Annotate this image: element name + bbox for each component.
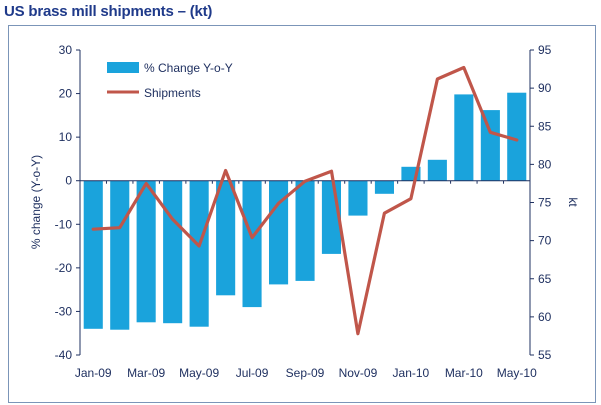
y-left-tick-label: 10 bbox=[59, 130, 73, 144]
legend-label-line: Shipments bbox=[144, 86, 201, 100]
bar-Feb-10 bbox=[427, 159, 447, 181]
bar-Feb-09 bbox=[110, 180, 130, 330]
legend-label-bars: % Change Y-o-Y bbox=[144, 61, 233, 75]
y-left-tick-label: -20 bbox=[55, 261, 73, 275]
y-left-tick-label: -30 bbox=[55, 304, 73, 318]
y-left-tick-label: 30 bbox=[59, 43, 73, 57]
y-right-axis-title: kt bbox=[566, 197, 580, 207]
y-left-tick-label: 20 bbox=[59, 87, 73, 101]
bar-Jun-09 bbox=[216, 180, 236, 296]
bar-Sep-09 bbox=[295, 180, 315, 281]
y-right-tick-label: 80 bbox=[538, 157, 552, 171]
bar-Jan-09 bbox=[83, 180, 103, 329]
x-tick-label: Mar-09 bbox=[127, 366, 165, 380]
bar-Apr-10 bbox=[480, 110, 500, 181]
bar-May-10 bbox=[507, 92, 527, 181]
x-tick-label: Nov-09 bbox=[339, 366, 378, 380]
line-layer bbox=[91, 65, 519, 336]
x-tick-label: May-10 bbox=[497, 366, 537, 380]
chart-title: US brass mill shipments – (kt) bbox=[4, 3, 213, 20]
x-tick-label: Sep-09 bbox=[286, 366, 325, 380]
y-right-tick-label: 60 bbox=[538, 310, 552, 324]
bars-layer bbox=[83, 92, 527, 330]
y-left-tick-label: 0 bbox=[65, 174, 72, 188]
bar-Apr-09 bbox=[163, 180, 183, 324]
bar-Aug-09 bbox=[269, 180, 289, 285]
y-right-tick-label: 90 bbox=[538, 81, 552, 95]
x-tick-label: May-09 bbox=[179, 366, 219, 380]
legend: % Change Y-o-Y Shipments bbox=[107, 61, 233, 100]
legend-swatch-bars bbox=[107, 62, 139, 73]
y-right-tick-label: 85 bbox=[538, 119, 552, 133]
y-right-tick-label: 95 bbox=[538, 43, 552, 57]
x-tick-label: Mar-10 bbox=[445, 366, 483, 380]
bar-Mar-10 bbox=[454, 94, 474, 181]
x-tick-label: Jul-09 bbox=[236, 366, 269, 380]
y-left-tick-label: -40 bbox=[55, 348, 73, 362]
x-tick-label: Jan-10 bbox=[393, 366, 430, 380]
y-left-tick-label: -10 bbox=[55, 217, 73, 231]
y-right-tick-label: 70 bbox=[538, 234, 552, 248]
bar-Dec-09 bbox=[374, 180, 394, 194]
bar-May-09 bbox=[189, 180, 209, 327]
y-right-tick-label: 55 bbox=[538, 348, 552, 362]
bar-Nov-09 bbox=[348, 180, 368, 216]
y-right-tick-label: 65 bbox=[538, 272, 552, 286]
bar-Jul-09 bbox=[242, 180, 262, 308]
y-right-tick-label: 75 bbox=[538, 196, 552, 210]
bar-Mar-09 bbox=[136, 180, 156, 323]
y-left-axis-title: % change (Y-o-Y) bbox=[29, 155, 43, 249]
x-tick-label: Jan-09 bbox=[75, 366, 112, 380]
axes-layer: 30 20 10 0 -10 -20 -30 -40 95 90 85 80 75 70 65 60 55 Jan… bbox=[55, 43, 552, 380]
